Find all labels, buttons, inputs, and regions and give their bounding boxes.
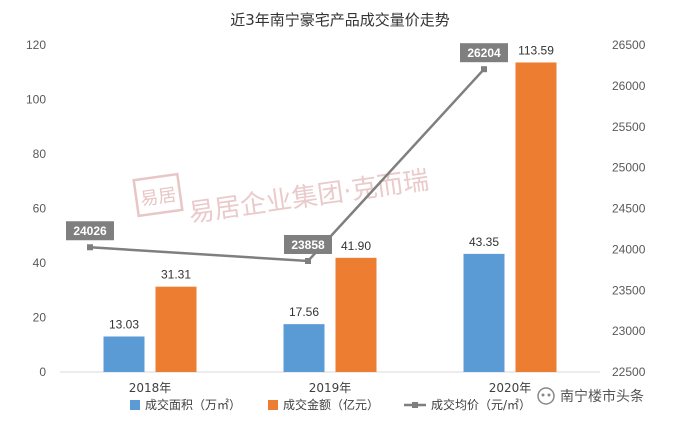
data-labels: 13.03 17.56 43.35 31.31 41.90 113.59 24026 2385…	[66, 43, 554, 331]
watermark-seal	[132, 172, 184, 218]
line-point	[481, 66, 487, 73]
bar	[283, 324, 325, 372]
line-point-label: 24026	[73, 224, 107, 238]
bar-data-label: 13.03	[109, 317, 139, 331]
y-right-tick-label: 22500	[612, 365, 646, 379]
line-point-label: 26204	[467, 46, 501, 60]
bar	[335, 257, 377, 372]
bar	[463, 253, 505, 372]
bar	[515, 62, 557, 372]
legend-label: 成交面积（万㎡）	[145, 397, 241, 412]
bars	[103, 62, 557, 372]
line-point	[305, 257, 311, 264]
watermark-seal-text: 易居	[139, 185, 178, 211]
chart-title: 近3年南宁豪宅产品成交量价走势	[230, 11, 450, 29]
line-point-label: 23858	[291, 238, 325, 252]
legend-swatch-marker	[412, 402, 418, 408]
line-point	[87, 244, 93, 251]
line-point-label-box	[460, 43, 508, 63]
bar-data-label: 17.56	[289, 305, 319, 319]
wechat-icon-dot	[541, 393, 545, 397]
wechat-icon-dot	[547, 393, 551, 397]
y-left-tick-label: 120	[26, 38, 46, 52]
source-badge-text: 南宁楼市头条	[560, 388, 644, 405]
y-right-tick-label: 26500	[612, 38, 646, 52]
line-point-label-box	[284, 234, 332, 254]
y-right-tick-label: 24000	[612, 242, 646, 256]
y-left-tick-label: 20	[33, 311, 47, 325]
y-right-tick-label: 24500	[612, 202, 646, 216]
line-series	[87, 66, 487, 264]
line-point-label-box	[66, 221, 114, 241]
bar-data-label: 43.35	[469, 235, 499, 249]
y-right-tick-label: 23000	[612, 324, 646, 338]
bar-data-label: 113.59	[518, 43, 554, 57]
y-left-tick-label: 40	[33, 256, 47, 270]
legend: 成交面积（万㎡） 成交金额（亿元） 成交均价（元/㎡）	[130, 397, 531, 412]
legend-label: 成交金额（亿元）	[283, 397, 379, 412]
bar-data-label: 41.90	[341, 239, 371, 253]
y-left-tick-label: 80	[33, 147, 47, 161]
x-tick-label: 2019年	[309, 381, 352, 395]
source-badge: 南宁楼市头条	[537, 387, 644, 405]
y-right-tick-label: 23500	[612, 283, 646, 297]
bar	[103, 336, 145, 372]
wechat-icon	[537, 387, 555, 405]
x-tick-label: 2020年	[489, 381, 532, 395]
watermark-text: 易居企业集团·克而瑞	[187, 166, 431, 229]
bar	[155, 286, 197, 372]
y-left-tick-label: 60	[33, 202, 47, 216]
y-left-tick-label: 0	[39, 365, 46, 379]
y-right-tick-label: 25000	[612, 161, 646, 175]
legend-label: 成交均价（元/㎡）	[431, 397, 531, 412]
y-right-tick-label: 25500	[612, 120, 646, 134]
y-left-tick-label: 100	[26, 93, 46, 107]
y-right-tick-label: 26000	[612, 79, 646, 93]
x-tick-label: 2018年	[129, 381, 172, 395]
legend-swatch	[130, 400, 140, 410]
axes: 0 20 40 60 80 100 120 22500 23000 23500 24000 24500…	[26, 38, 646, 395]
bar-data-label: 31.31	[161, 268, 191, 282]
legend-swatch	[268, 400, 278, 410]
